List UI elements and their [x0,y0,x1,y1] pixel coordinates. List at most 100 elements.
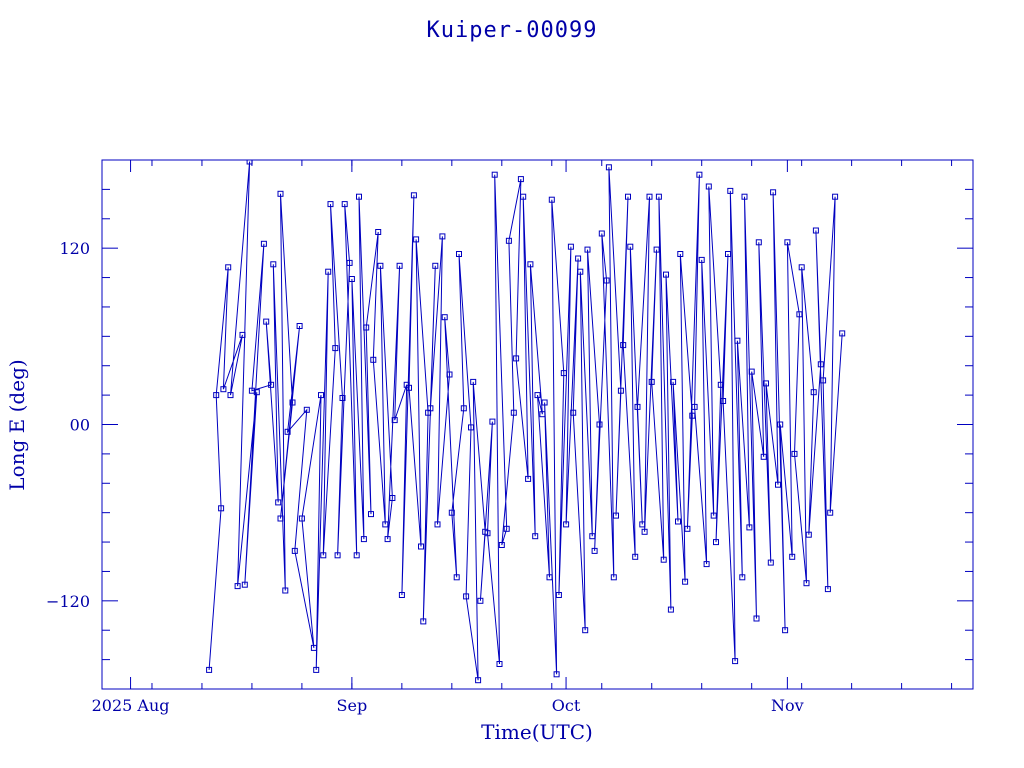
data-point [582,627,589,634]
data-point [275,499,282,506]
data-point [812,227,819,234]
data-point [763,380,769,387]
data-point [603,277,610,284]
data-point [627,243,634,250]
data-point [484,530,491,537]
data-point [625,193,631,200]
data-point [339,395,346,401]
data-point [620,342,627,349]
data-point [789,553,796,560]
data-point [684,525,691,532]
data-point [220,386,227,393]
data-point [634,403,641,410]
data-point [282,587,289,594]
data-point [717,381,724,388]
data-point [413,236,420,243]
data-point [832,193,839,200]
data-point [439,233,446,240]
data-point [434,521,441,528]
data-point [667,606,674,613]
series-line [208,161,843,681]
data-point [810,389,817,396]
data-point [206,666,213,673]
x-tick-label: 2025 Aug [92,696,170,715]
data-point [739,574,746,581]
data-point [360,536,367,543]
data-point [468,424,474,431]
data-point [534,392,541,399]
data-point [767,559,774,566]
data-point [277,190,284,197]
data-point [632,553,639,560]
data-point [660,556,667,563]
data-point [770,189,777,196]
data-point [456,251,462,257]
data-point [248,387,255,394]
data-point [675,518,681,525]
data-point [389,495,396,501]
x-tick-label: Sep [337,696,368,715]
data-point [277,515,284,522]
data-point [377,262,384,269]
data-point [705,183,712,190]
data-point [663,271,669,278]
data-point [503,525,510,532]
data-point [239,331,246,338]
data-point [470,378,477,385]
data-point [320,552,327,559]
data-point [520,193,527,200]
y-axis-label: Long E (deg) [5,359,29,490]
data-point [284,428,291,435]
data-point [646,193,653,200]
data-point [617,387,624,394]
data-point [296,323,303,329]
data-point [227,392,234,399]
data-point [817,361,824,368]
data-point [310,644,317,651]
data-point [753,615,760,622]
data-point [755,239,762,246]
x-axis: 2025 Aug Sep Oct Nov [92,160,953,715]
data-point [332,345,339,352]
data-point [298,515,305,522]
data-point [577,268,584,275]
data-point [432,262,439,269]
data-point [406,384,412,391]
data-point [505,237,512,244]
data-point [396,262,403,269]
data-point [446,371,453,378]
y-tick-label: 00 [70,416,90,435]
data-point [584,246,591,253]
data-point [725,251,731,257]
data-point [775,481,781,488]
data-point [363,324,370,331]
data-point [368,511,374,518]
data-point [517,176,524,183]
x-axis-label: Time(UTC) [481,720,593,744]
data-point [270,261,277,268]
data-point [241,581,248,588]
data-point [560,370,567,377]
data-point [805,531,812,538]
data-point [334,552,341,559]
data-point [325,268,332,275]
data-point [475,677,482,684]
data-point [410,192,417,199]
data-point [463,593,470,600]
data-point [713,539,719,546]
data-point [760,453,767,460]
x-tick-label: Oct [552,696,581,715]
data-point [777,421,784,428]
data-point [610,574,617,581]
data-point [696,171,703,178]
data-point [746,524,753,531]
data-point [798,264,805,271]
data-point [341,201,348,208]
data-point [605,164,612,171]
data-point [827,509,834,516]
data-point [670,378,677,385]
data-point [784,239,791,246]
plot-frame [101,159,974,690]
data-point [327,201,334,208]
data-point [460,405,467,412]
